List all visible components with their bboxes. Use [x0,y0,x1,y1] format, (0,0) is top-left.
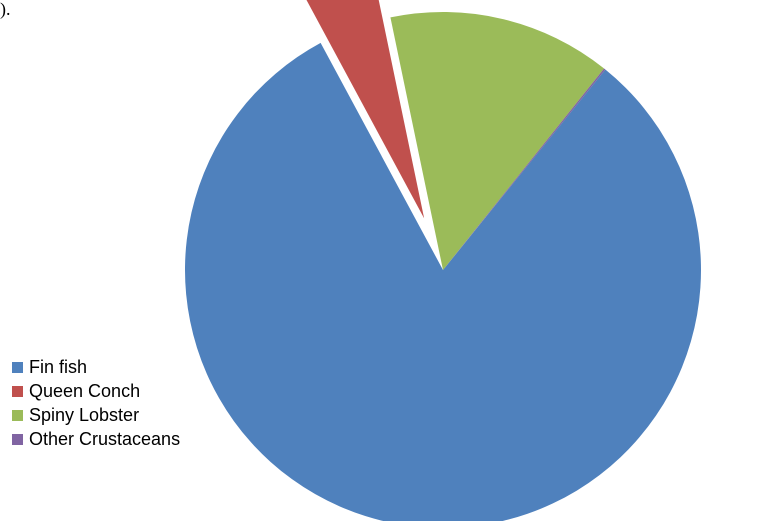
legend-swatch [12,385,23,397]
pie-slice-fin-fish [185,42,701,521]
chart-legend: Fin fish Queen Conch Spiny Lobster Other Cr… [12,355,180,451]
legend-label: Spiny Lobster [29,404,140,425]
legend-item: Other Crustaceans [12,427,180,451]
leading-text-fragment: ). [0,0,11,19]
legend-item: Fin fish [12,355,180,379]
legend-item: Spiny Lobster [12,403,180,427]
legend-item: Queen Conch [12,379,180,403]
legend-label: Fin fish [29,356,88,377]
legend-label: Queen Conch [29,380,141,401]
legend-label: Other Crustaceans [29,428,181,449]
pie-slices [185,0,701,521]
legend-swatch [12,361,23,373]
pie-slice-other-crustaceans [443,68,606,270]
pie-slice-queen-conch [306,0,425,219]
legend-swatch [12,409,23,421]
legend-swatch [12,433,23,445]
pie-slice-spiny-lobster [390,12,605,270]
